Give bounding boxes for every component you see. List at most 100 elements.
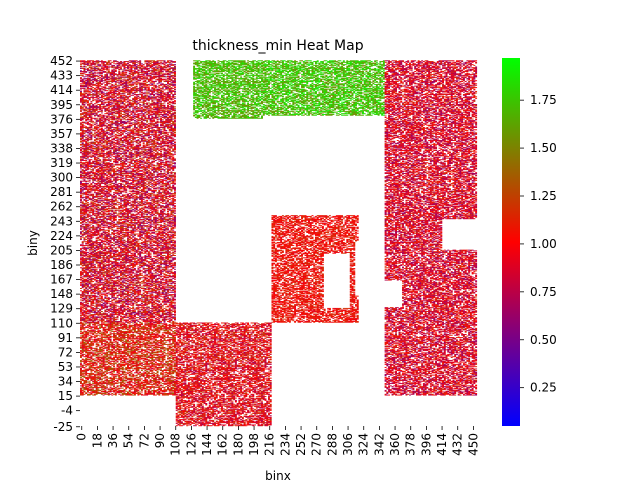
heatmap-cell (85, 261, 88, 263)
heatmap-cell (109, 373, 112, 375)
heatmap-cell (83, 261, 86, 263)
heatmap-cell (99, 161, 102, 163)
heatmap-cell (80, 252, 82, 254)
heatmap-cell (97, 343, 100, 345)
heatmap-cell (83, 291, 86, 293)
heatmap-cell (86, 334, 89, 335)
heatmap-cell (88, 286, 91, 288)
heatmap-cell (102, 169, 105, 171)
heatmap-cell (107, 121, 110, 123)
heatmap-cell (83, 310, 86, 312)
heatmap-cell (83, 144, 86, 146)
heatmap-cell (80, 301, 82, 303)
heatmap-cell (102, 194, 105, 196)
heatmap-cell (80, 378, 82, 380)
heatmap-cell (100, 276, 103, 278)
heatmap-cell (90, 164, 93, 166)
heatmap-cell (81, 327, 84, 329)
heatmap-cell (86, 364, 89, 366)
heatmap-cell (85, 266, 88, 268)
heatmap-cell (100, 139, 103, 141)
heatmap-cell (80, 158, 82, 160)
heatmap-cell (83, 238, 86, 240)
heatmap-cell (83, 113, 86, 115)
heatmap-cell (93, 133, 96, 135)
heatmap-cell (104, 352, 107, 354)
heatmap-cell (106, 92, 109, 94)
heatmap-cell (86, 301, 89, 302)
heatmap-cell (81, 360, 84, 362)
heatmap-cell (85, 205, 88, 207)
heatmap-cell (97, 229, 100, 231)
heatmap-cell (83, 317, 86, 319)
heatmap-cell (83, 163, 86, 164)
heatmap-cell (102, 211, 105, 213)
heatmap-cell (99, 117, 102, 119)
heatmap-cell (92, 69, 95, 71)
heatmap-cell (107, 255, 110, 256)
heatmap-cell (86, 274, 89, 276)
heatmap-cell (99, 128, 102, 130)
heatmap-cell (83, 360, 86, 362)
heatmap-cell (81, 102, 84, 104)
heatmap-cell (92, 253, 95, 255)
heatmap-cell (86, 174, 89, 176)
heatmap-cell (86, 221, 89, 223)
heatmap-cell (102, 263, 105, 265)
heatmap-cell (85, 192, 88, 194)
heatmap-cell (88, 195, 91, 197)
heatmap-cell (86, 189, 89, 191)
heatmap-cell (83, 156, 86, 158)
heatmap-cell (86, 193, 89, 195)
heatmap-cell (83, 347, 86, 349)
heatmap-cell (81, 93, 84, 95)
heatmap-cell (85, 313, 88, 315)
heatmap-cell (83, 255, 86, 256)
heatmap-cell (86, 229, 89, 231)
heatmap-cell (97, 141, 100, 143)
heatmap-cell (85, 106, 88, 108)
heatmap-cell (99, 337, 102, 339)
heatmap-cell (93, 389, 96, 391)
heatmap-cell (92, 324, 95, 325)
heatmap-cell (83, 189, 86, 191)
heatmap-cell (83, 203, 86, 205)
heatmap-cell (92, 87, 95, 89)
heatmap-cell (99, 386, 102, 388)
heatmap-cell (104, 281, 107, 283)
heatmap-cell (99, 384, 102, 386)
heatmap-cell (83, 280, 86, 282)
heatmap-cell (83, 86, 86, 88)
heatmap-cell (95, 276, 98, 278)
heatmap-cell (99, 99, 102, 101)
heatmap-cell (97, 66, 100, 68)
heatmap-cell (80, 364, 82, 366)
heatmap-cell (104, 117, 107, 119)
heatmap-cell (95, 180, 98, 182)
heatmap-cell (104, 235, 107, 237)
heatmap-cell (85, 117, 88, 118)
heatmap-cell (106, 343, 109, 345)
heatmap-cell (92, 325, 95, 327)
heatmap-cell (107, 225, 110, 227)
heatmap-cell (86, 141, 89, 143)
heatmap-cell (83, 150, 86, 152)
heatmap-cell (92, 81, 95, 82)
heatmap-cell (107, 372, 110, 374)
heatmap-cell (86, 186, 89, 187)
heatmap-cell (99, 242, 102, 243)
heatmap-cell (92, 314, 95, 316)
heatmap-cell (107, 64, 110, 66)
heatmap-cell (106, 140, 109, 142)
heatmap-cell (85, 204, 88, 206)
heatmap-cell (80, 222, 82, 224)
heatmap-cell (86, 288, 89, 290)
chart-title: thickness_min Heat Map (192, 38, 363, 54)
heatmap-cell (83, 307, 86, 309)
heatmap-cell (85, 84, 88, 86)
heatmap-cell (86, 137, 89, 139)
heatmap-cell (104, 71, 107, 72)
heatmap-cell (83, 271, 86, 273)
heatmap-cell (85, 366, 88, 368)
heatmap-cell (106, 189, 109, 191)
